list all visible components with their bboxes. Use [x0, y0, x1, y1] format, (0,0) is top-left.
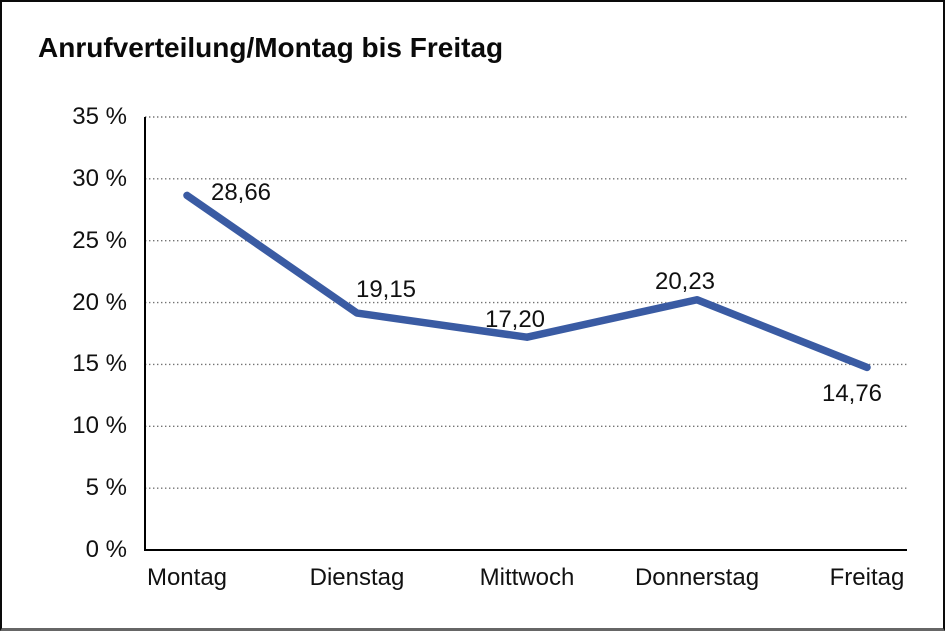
y-tick-label: 25 %	[72, 226, 127, 254]
series-line	[183, 191, 871, 372]
data-point-label: 17,20	[484, 306, 546, 334]
y-tick-label: 5 %	[85, 474, 127, 502]
x-tick-label: Dienstag	[309, 564, 405, 591]
x-tick-label: Freitag	[829, 564, 905, 591]
y-tick-label: 35 %	[72, 103, 127, 130]
y-tick-label: 10 %	[72, 412, 127, 440]
y-tick-label: 0 %	[85, 536, 127, 563]
y-tick-label: 20 %	[72, 288, 127, 316]
x-tick-label: Montag	[146, 564, 228, 591]
chart-title: Anrufverteilung/Montag bis Freitag	[38, 32, 504, 63]
data-point-label: 19,15	[355, 276, 417, 304]
y-tick-label: 15 %	[72, 350, 127, 378]
axis-lines	[144, 117, 907, 551]
x-tick-label: Mittwoch	[479, 564, 575, 591]
data-point-label: 20,23	[654, 267, 716, 295]
data-point-label: 28,66	[210, 179, 272, 207]
y-tick-label: 30 %	[72, 164, 127, 192]
data-point-label: 14,76	[821, 380, 883, 408]
x-tick-label: Donnerstag	[634, 564, 760, 591]
